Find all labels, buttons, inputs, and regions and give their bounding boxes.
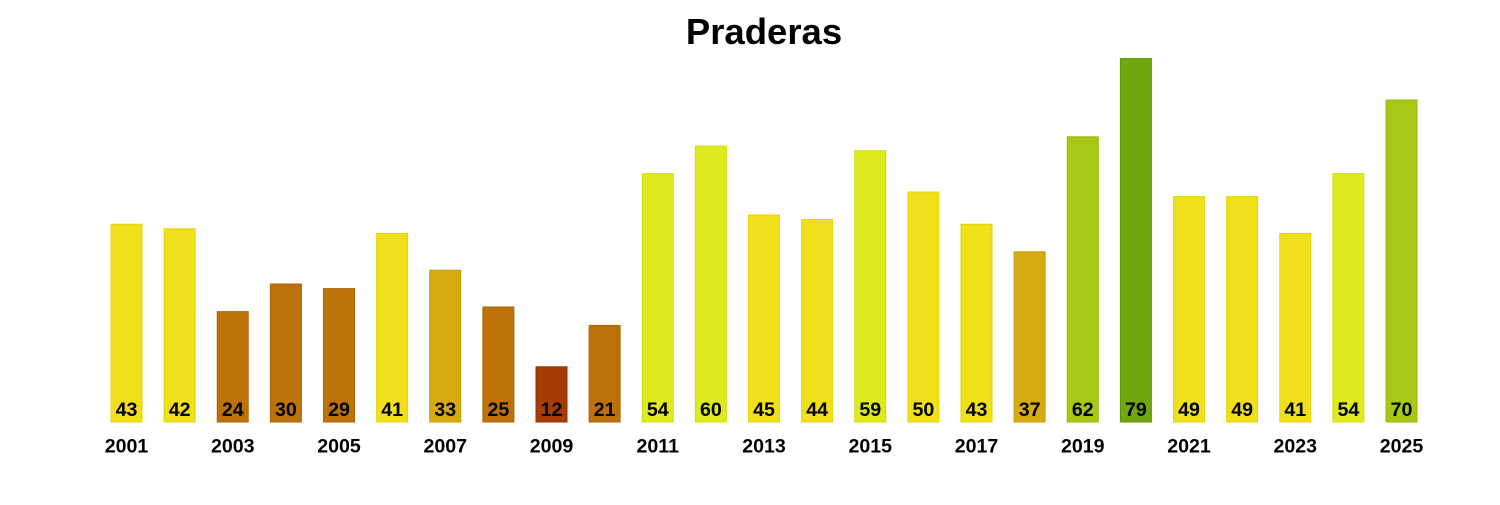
svg-text:43: 43 [116,399,138,421]
svg-text:24: 24 [222,399,244,421]
svg-text:37: 37 [1019,399,1041,421]
svg-text:2019: 2019 [1061,435,1105,457]
svg-text:2003: 2003 [211,435,255,457]
svg-text:2023: 2023 [1273,435,1317,457]
svg-text:44: 44 [806,399,828,421]
svg-text:79: 79 [1125,399,1147,421]
svg-text:30: 30 [275,399,297,421]
svg-text:54: 54 [1337,399,1359,421]
svg-text:70: 70 [1391,399,1413,421]
svg-text:2013: 2013 [742,435,786,457]
svg-text:25: 25 [487,399,509,421]
svg-text:41: 41 [381,399,403,421]
svg-text:2011: 2011 [636,435,679,457]
svg-text:12: 12 [541,399,563,421]
svg-text:45: 45 [753,399,775,421]
svg-text:42: 42 [169,399,191,421]
svg-text:49: 49 [1178,399,1200,421]
svg-text:41: 41 [1284,399,1306,421]
svg-text:2017: 2017 [955,435,999,457]
svg-text:50: 50 [912,399,934,421]
svg-text:60: 60 [700,399,722,421]
svg-text:2015: 2015 [848,435,892,457]
svg-text:21: 21 [594,399,616,421]
svg-text:2009: 2009 [530,435,574,457]
svg-text:59: 59 [859,399,881,421]
svg-text:2001: 2001 [105,435,149,457]
svg-text:43: 43 [966,399,988,421]
svg-text:49: 49 [1231,399,1253,421]
svg-text:33: 33 [434,399,456,421]
svg-text:62: 62 [1072,399,1094,421]
svg-text:Praderas: Praderas [686,11,842,52]
svg-text:2021: 2021 [1167,435,1211,457]
svg-text:2025: 2025 [1380,435,1424,457]
svg-text:2005: 2005 [317,435,361,457]
svg-text:54: 54 [647,399,669,421]
svg-text:2007: 2007 [423,435,467,457]
svg-text:29: 29 [328,399,350,421]
